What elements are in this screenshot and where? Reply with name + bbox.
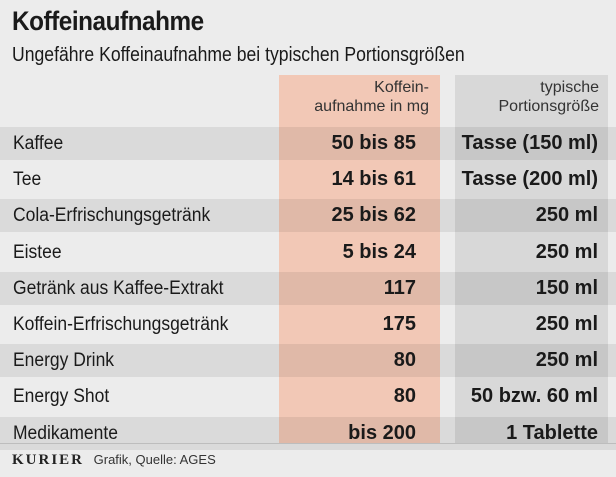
caffeine-value: 25 bis 62 bbox=[331, 204, 416, 227]
row-label: Cola-Erfrischungsgetränk bbox=[13, 205, 211, 227]
portion-header-line2: Portionsgröße bbox=[498, 98, 600, 115]
portion-value: 250 ml bbox=[535, 204, 598, 227]
caffeine-column-band bbox=[279, 75, 440, 443]
caffeine-value: 80 bbox=[393, 385, 416, 408]
caffeine-value: 50 bis 85 bbox=[331, 132, 416, 154]
portion-value: 150 ml bbox=[535, 276, 598, 299]
portion-column-band bbox=[455, 75, 608, 443]
portion-header-line1: typische bbox=[540, 79, 599, 96]
portion-value: Tasse (150 ml) bbox=[461, 132, 598, 154]
row-label: Koffein-Erfrischungsgetränk bbox=[13, 314, 229, 335]
table-row: Eistee 5 bis 24 250 ml bbox=[0, 236, 616, 269]
brand-logo: KURIER bbox=[12, 452, 85, 468]
source-note: Grafik, Quelle: AGES bbox=[93, 452, 216, 467]
row-label: Kaffee bbox=[13, 133, 64, 154]
footer: KURIER Grafik, Quelle: AGES bbox=[12, 452, 216, 469]
portion-value: 250 ml bbox=[535, 349, 598, 372]
row-label: Energy Shot bbox=[13, 386, 110, 408]
row-label: Getränk aus Kaffee-Extrakt bbox=[13, 277, 224, 299]
table-row: Cola-Erfrischungsgetränk 25 bis 62 250 ml bbox=[0, 199, 616, 233]
caffeine-value: 5 bis 24 bbox=[342, 240, 416, 263]
chart-title: Koffeinaufnahme bbox=[12, 6, 204, 36]
caffeine-value: 14 bis 61 bbox=[331, 168, 416, 191]
table-row: Energy Drink 80 250 ml bbox=[0, 344, 616, 378]
caffeine-header-line2: aufnahme in mg bbox=[314, 98, 429, 115]
portion-value: Tasse (200 ml) bbox=[461, 168, 598, 191]
table-row: Koffein-Erfrischungsgetränk 175 250 ml bbox=[0, 308, 616, 341]
row-label: Eistee bbox=[13, 241, 62, 263]
caffeine-value: 80 bbox=[393, 349, 416, 372]
caffeine-header-line1: Koffein- bbox=[374, 79, 429, 96]
portion-value: 50 bzw. 60 ml bbox=[470, 385, 598, 408]
row-label: Tee bbox=[13, 169, 42, 191]
table-row: Getränk aus Kaffee-Extrakt 117 150 ml bbox=[0, 271, 616, 305]
table-row: Medikamente bis 200 1 Tablette bbox=[0, 416, 616, 450]
footer-divider bbox=[0, 443, 616, 444]
table-row: Tee 14 bis 61 Tasse (200 ml) bbox=[0, 163, 616, 196]
table-row: Energy Shot 80 50 bzw. 60 ml bbox=[0, 380, 616, 413]
table-row: Kaffee 50 bis 85 Tasse (150 ml) bbox=[0, 127, 616, 160]
chart-subtitle: Ungefähre Koffeinaufnahme bei typischen … bbox=[12, 44, 465, 66]
caffeine-value: 117 bbox=[383, 276, 416, 299]
caffeine-value: 175 bbox=[382, 313, 416, 335]
row-label: Medikamente bbox=[13, 422, 118, 444]
caffeine-column-header: Koffein- aufnahme in mg bbox=[279, 78, 429, 116]
portion-value: 1 Tablette bbox=[506, 421, 598, 444]
caffeine-value: bis 200 bbox=[348, 421, 416, 444]
portion-value: 250 ml bbox=[535, 240, 598, 263]
portion-column-header: typische Portionsgröße bbox=[455, 78, 600, 116]
portion-value: 250 ml bbox=[535, 313, 598, 335]
row-label: Energy Drink bbox=[13, 350, 115, 372]
